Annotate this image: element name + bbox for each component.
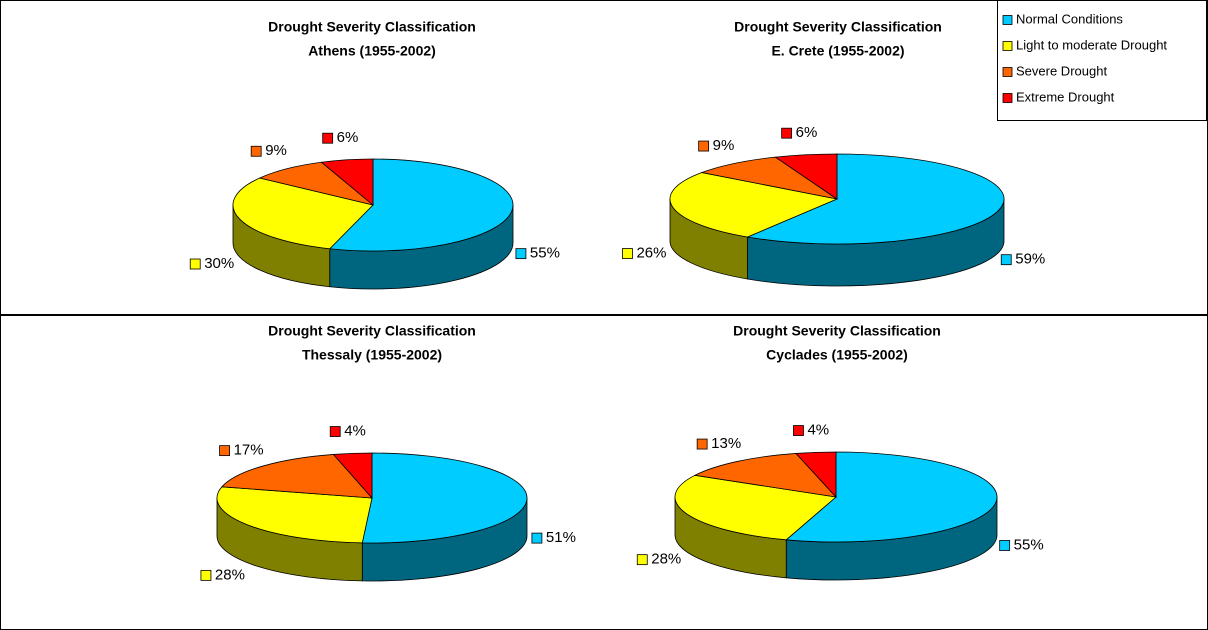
- chart-title: Drought Severity Classification: [733, 323, 941, 339]
- data-label-swatch: [999, 540, 1011, 551]
- data-label-swatch: [698, 140, 710, 152]
- pie-slice: [700, 156, 838, 200]
- data-label: 55%: [1014, 536, 1044, 553]
- data-label-swatch: [531, 532, 543, 544]
- data-label-swatch: [1000, 254, 1012, 266]
- legend-swatch: [1002, 41, 1013, 51]
- panel-border: [0, 315, 1208, 630]
- legend-swatch: [1002, 67, 1013, 77]
- chart-title: Drought Severity Classification: [268, 19, 476, 35]
- pie-slice: [258, 161, 374, 206]
- data-label-swatch: [219, 445, 230, 457]
- legend-swatch: [1002, 15, 1013, 25]
- legend-swatch: [1002, 93, 1013, 103]
- data-label: 9%: [713, 137, 735, 154]
- pie-slice: [320, 158, 374, 206]
- chart-subtitle: Cyclades (1955-2002): [766, 347, 908, 363]
- data-label: 51%: [546, 529, 576, 546]
- data-label: 59%: [1015, 251, 1045, 268]
- legend-label: Normal Conditions: [1016, 11, 1123, 26]
- legend-label: Extreme Drought: [1016, 89, 1115, 104]
- data-label: 13%: [711, 435, 741, 452]
- data-label: 9%: [265, 142, 287, 159]
- pie-slice: [332, 452, 373, 500]
- legend-label: Severe Drought: [1016, 63, 1107, 78]
- data-label-swatch: [322, 132, 334, 144]
- chart-subtitle: Athens (1955-2002): [308, 43, 436, 59]
- chart-subtitle: Thessaly (1955-2002): [302, 347, 442, 363]
- data-label: 6%: [337, 129, 359, 146]
- data-label-swatch: [515, 248, 527, 260]
- pie-slice: [746, 153, 1005, 245]
- data-label-swatch: [793, 425, 804, 436]
- pie-slice: [785, 451, 998, 543]
- data-label: 28%: [651, 551, 681, 568]
- data-label-swatch: [250, 145, 262, 157]
- pie-slice: [361, 452, 528, 544]
- chart-title: Drought Severity Classification: [268, 323, 476, 339]
- data-label-swatch: [329, 426, 341, 437]
- pie-slice: [795, 451, 837, 499]
- pie-slice: [774, 153, 838, 200]
- pie-slice: [669, 172, 839, 238]
- data-label: 26%: [636, 245, 666, 262]
- data-label-swatch: [636, 554, 648, 566]
- data-label: 6%: [796, 124, 818, 141]
- pie-slice: [232, 177, 374, 250]
- pie-slice: [216, 486, 373, 544]
- data-label-swatch: [781, 127, 793, 139]
- data-label: 4%: [807, 421, 829, 438]
- data-label-swatch: [622, 248, 633, 259]
- data-label-swatch: [696, 438, 708, 450]
- pie-slice: [328, 158, 514, 252]
- data-label: 28%: [215, 566, 245, 583]
- data-label-swatch: [189, 258, 201, 270]
- data-label: 17%: [234, 442, 264, 459]
- data-label-swatch: [200, 569, 212, 581]
- pie-slice: [693, 453, 838, 498]
- legend-label: Light to moderate Drought: [1016, 37, 1167, 52]
- pie-slice: [674, 474, 837, 541]
- data-label: 30%: [204, 255, 234, 272]
- data-label: 55%: [530, 245, 560, 262]
- chart-subtitle: E. Crete (1955-2002): [771, 43, 904, 59]
- data-label: 4%: [344, 422, 366, 439]
- chart-title: Drought Severity Classification: [734, 19, 942, 35]
- pie-slice: [221, 454, 373, 499]
- legend-box: [997, 0, 1207, 121]
